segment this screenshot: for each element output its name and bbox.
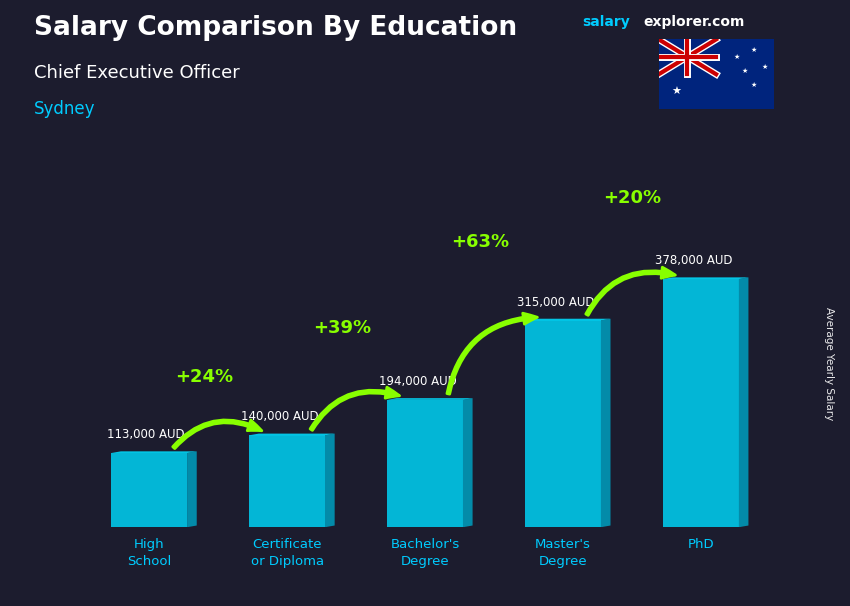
FancyArrowPatch shape (586, 267, 676, 315)
Polygon shape (111, 451, 196, 453)
FancyArrowPatch shape (310, 387, 400, 430)
Text: ★: ★ (742, 68, 748, 74)
Text: Salary Comparison By Education: Salary Comparison By Education (34, 15, 517, 41)
Polygon shape (525, 321, 601, 527)
Text: 140,000 AUD: 140,000 AUD (241, 410, 318, 424)
Text: salary: salary (582, 15, 630, 29)
Polygon shape (187, 451, 196, 527)
Polygon shape (249, 434, 335, 435)
Text: 378,000 AUD: 378,000 AUD (654, 255, 732, 267)
Polygon shape (739, 278, 749, 527)
Text: ★: ★ (733, 54, 740, 60)
Polygon shape (111, 453, 187, 527)
Polygon shape (663, 278, 749, 279)
Text: Average Yearly Salary: Average Yearly Salary (824, 307, 834, 420)
Polygon shape (663, 279, 739, 527)
Polygon shape (387, 400, 463, 527)
FancyArrowPatch shape (447, 313, 537, 394)
Text: ★: ★ (751, 82, 756, 88)
Text: +63%: +63% (451, 233, 509, 251)
Polygon shape (463, 398, 473, 527)
Text: ★: ★ (671, 87, 681, 97)
Polygon shape (525, 319, 610, 321)
Text: +39%: +39% (313, 319, 371, 338)
Text: ★: ★ (751, 47, 756, 53)
Polygon shape (387, 398, 473, 400)
Polygon shape (601, 319, 610, 527)
Text: +24%: +24% (175, 368, 234, 386)
Text: Chief Executive Officer: Chief Executive Officer (34, 64, 240, 82)
Text: +20%: +20% (603, 189, 661, 207)
Text: 315,000 AUD: 315,000 AUD (517, 296, 594, 308)
FancyArrowPatch shape (173, 420, 262, 448)
Text: ★: ★ (762, 64, 768, 70)
Text: 194,000 AUD: 194,000 AUD (378, 375, 456, 388)
Polygon shape (325, 434, 335, 527)
Text: 113,000 AUD: 113,000 AUD (107, 428, 185, 441)
Text: explorer.com: explorer.com (643, 15, 745, 29)
Polygon shape (249, 435, 325, 527)
Text: Sydney: Sydney (34, 100, 95, 118)
